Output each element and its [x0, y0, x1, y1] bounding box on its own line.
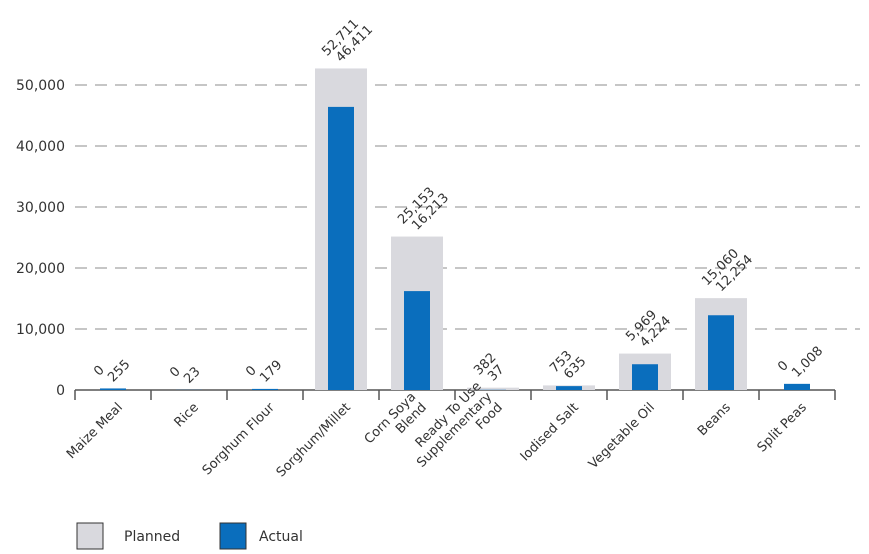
value-label-planned: 0 — [243, 363, 259, 379]
y-tick-label: 0 — [56, 383, 65, 399]
legend: Planned Actual — [76, 522, 303, 550]
gridlines — [75, 84, 860, 330]
y-tick-label: 40,000 — [16, 139, 65, 155]
bar-actual — [100, 388, 126, 390]
legend-swatch-actual — [219, 522, 247, 550]
bar-actual — [252, 388, 278, 390]
bar-actual — [556, 386, 582, 390]
value-label-planned: 0 — [775, 358, 791, 374]
x-category-label-line: Sorghum/Millet — [274, 400, 354, 480]
y-tick-label: 10,000 — [16, 322, 65, 338]
y-tick-label: 20,000 — [16, 261, 65, 277]
x-category-label-line: Iodised Salt — [518, 400, 582, 464]
x-category-label-line: Maize Meal — [64, 400, 126, 462]
bar-actual — [328, 106, 354, 391]
x-category-label: Vegetable Oil — [586, 400, 658, 472]
bar-actual — [784, 383, 810, 390]
legend-label-planned: Planned — [124, 529, 180, 545]
bar-planned — [467, 387, 519, 390]
x-category-label-line: Beans — [695, 400, 734, 439]
x-category-label: Maize Meal — [64, 400, 126, 462]
x-category-label-line: Vegetable Oil — [586, 400, 658, 472]
y-tick-label: 30,000 — [16, 200, 65, 216]
bar-actual — [708, 315, 734, 390]
value-label-actual: 255 — [105, 357, 133, 385]
x-category-label: Beans — [695, 400, 734, 439]
x-category-label: Sorghum Flour — [200, 400, 279, 479]
x-category-label-line: Sorghum Flour — [200, 400, 279, 479]
bar-actual — [632, 364, 658, 390]
x-category-label: Sorghum/Millet — [274, 400, 354, 480]
x-category-label: Split Peas — [755, 400, 810, 455]
value-label-actual: 1,008 — [789, 344, 826, 381]
value-label-actual: 179 — [257, 358, 285, 386]
bars — [100, 68, 810, 391]
y-tick-label: 50,000 — [16, 78, 65, 94]
legend-label-actual: Actual — [259, 529, 303, 545]
value-label-actual: 23 — [181, 364, 203, 386]
x-category-label: Iodised Salt — [518, 400, 582, 464]
x-category-label: Rice — [172, 400, 202, 430]
x-category-label-line: Rice — [172, 400, 202, 430]
value-label-planned: 0 — [167, 364, 183, 380]
bar-actual — [404, 291, 430, 390]
x-category-label-line: Split Peas — [755, 400, 810, 455]
value-label-planned: 0 — [91, 363, 107, 379]
legend-swatch-planned — [76, 522, 104, 550]
